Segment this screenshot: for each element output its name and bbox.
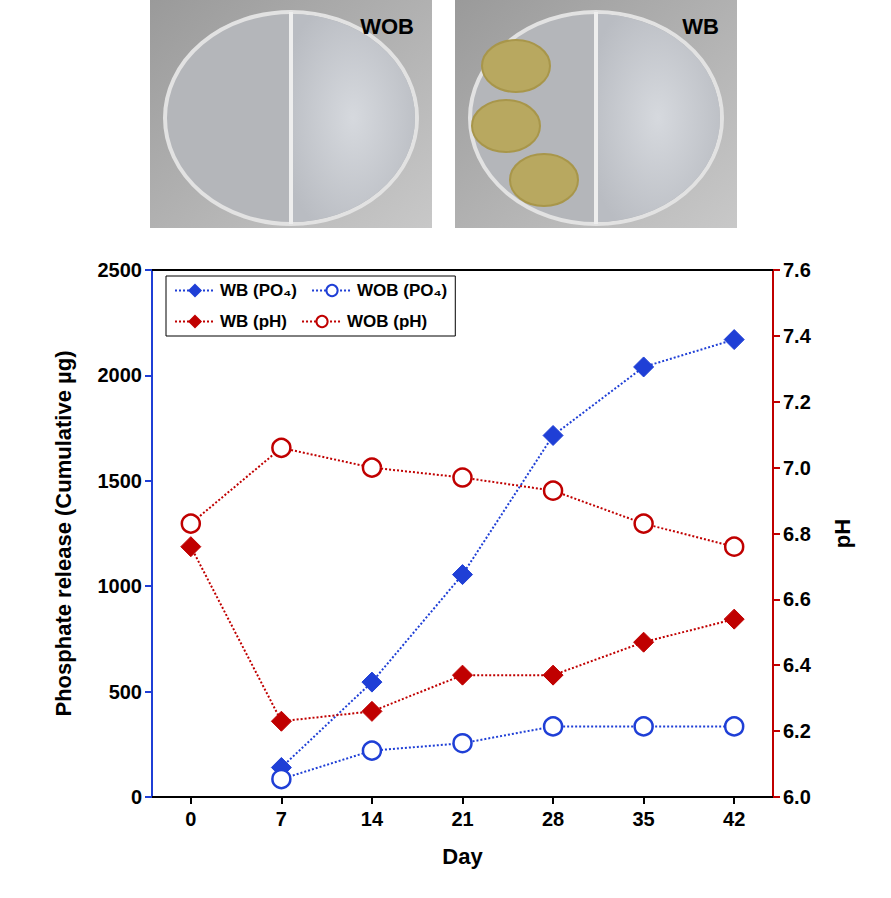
svg-text:42: 42 (723, 808, 745, 830)
svg-text:pH: pH (830, 519, 855, 548)
svg-text:7: 7 (276, 808, 287, 830)
svg-text:2000: 2000 (98, 364, 143, 386)
svg-text:6.0: 6.0 (783, 786, 811, 808)
svg-text:14: 14 (361, 808, 384, 830)
svg-text:0: 0 (131, 786, 142, 808)
svg-text:21: 21 (451, 808, 473, 830)
svg-text:1000: 1000 (98, 575, 143, 597)
svg-text:6.6: 6.6 (783, 588, 811, 610)
svg-text:Day: Day (442, 844, 483, 869)
svg-text:WOB (PO₄): WOB (PO₄) (357, 281, 447, 300)
svg-text:WB (pH): WB (pH) (220, 312, 287, 331)
svg-text:7.2: 7.2 (783, 391, 811, 413)
svg-text:500: 500 (109, 681, 142, 703)
svg-text:6.2: 6.2 (783, 720, 811, 742)
svg-text:35: 35 (633, 808, 655, 830)
svg-text:6.4: 6.4 (783, 654, 812, 676)
svg-text:28: 28 (542, 808, 564, 830)
svg-text:WOB (pH): WOB (pH) (347, 312, 427, 331)
svg-text:Phosphate release (Cumulative: Phosphate release (Cumulative µg) (51, 351, 76, 717)
svg-text:1500: 1500 (98, 470, 143, 492)
svg-text:6.8: 6.8 (783, 523, 811, 545)
svg-text:WB (PO₄): WB (PO₄) (220, 281, 297, 300)
svg-text:7.0: 7.0 (783, 457, 811, 479)
svg-text:0: 0 (185, 808, 196, 830)
svg-text:2500: 2500 (98, 259, 143, 281)
svg-text:WB: WB (682, 14, 719, 39)
svg-text:WOB: WOB (360, 14, 414, 39)
svg-text:7.4: 7.4 (783, 325, 812, 347)
svg-text:7.6: 7.6 (783, 259, 811, 281)
